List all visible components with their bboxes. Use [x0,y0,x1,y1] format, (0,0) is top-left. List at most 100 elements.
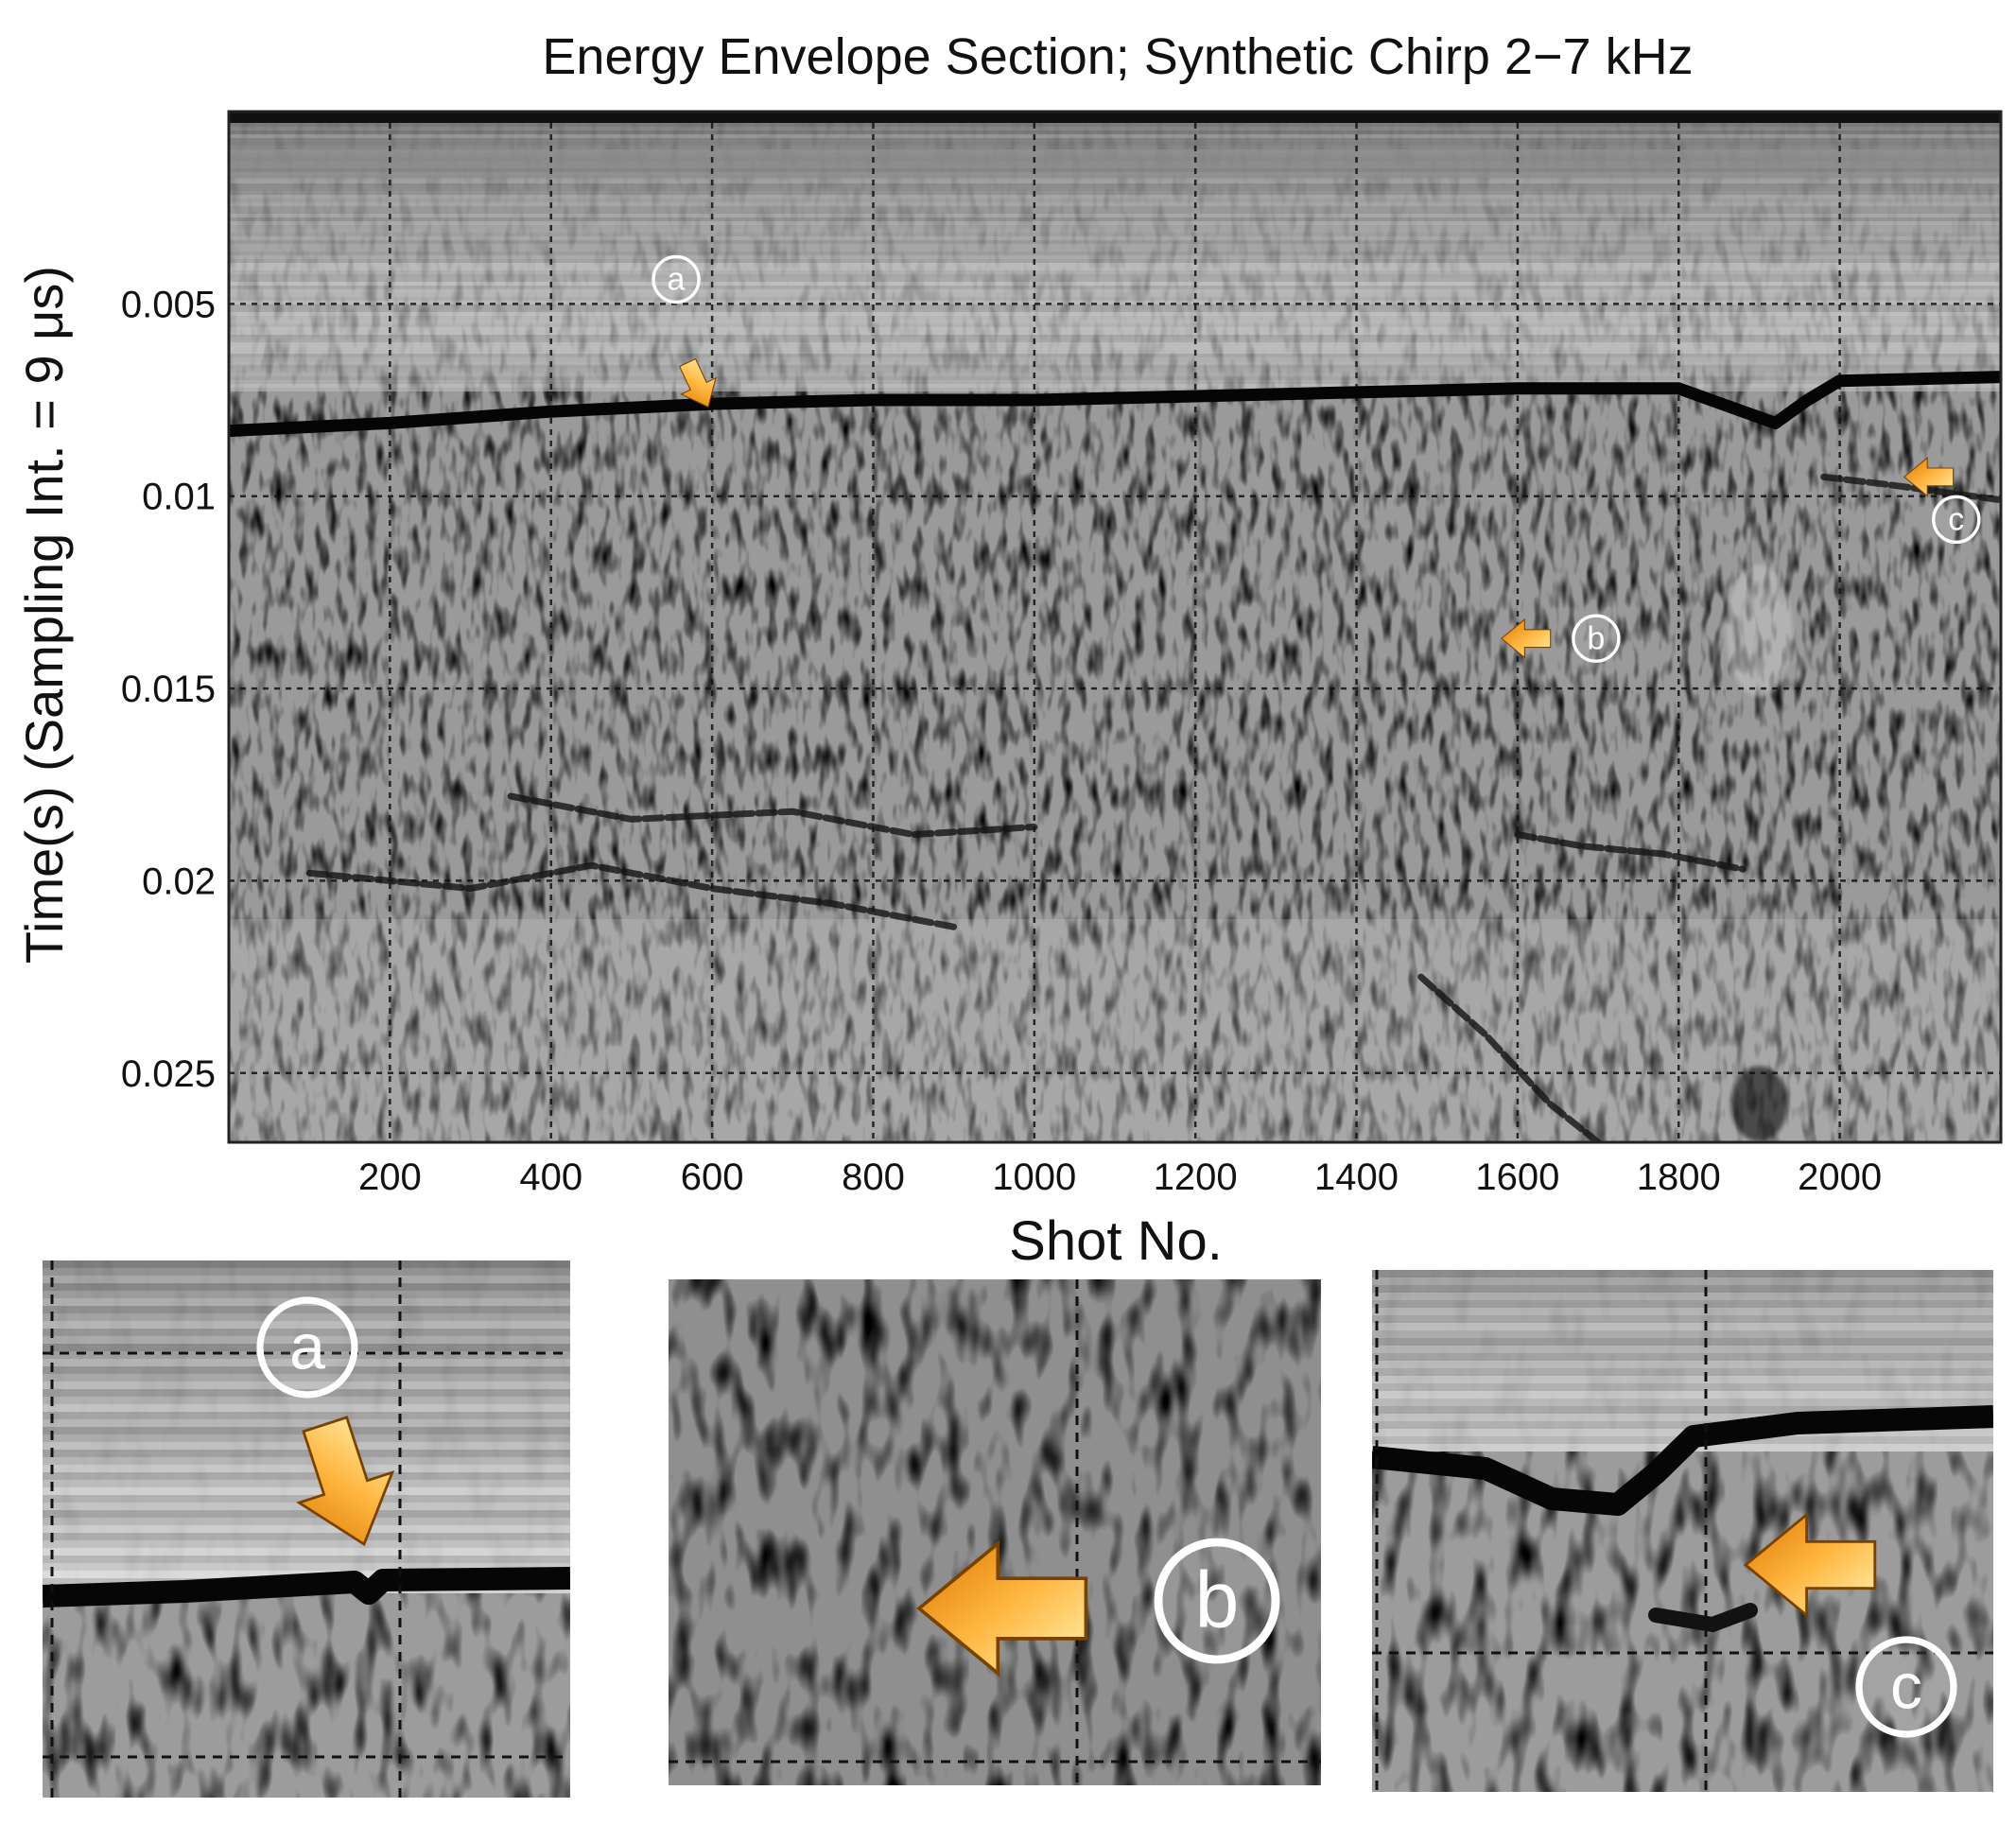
inset-shade [669,1279,1321,1785]
inset-band [1372,1391,1993,1399]
inset-a-reflector [43,1567,570,1608]
inset-band [1372,1278,1993,1285]
inset-band [1372,1285,1993,1293]
water-band [229,138,2001,142]
y-tick-label: 0.005 [121,284,216,325]
water-band [229,240,2001,244]
water-band [229,339,2001,342]
arrow-shape [1501,617,1552,659]
water-band [229,354,2001,357]
water-band [229,316,2001,320]
inset-band [43,1359,570,1366]
label-circle [1572,614,1621,663]
inset-band [1372,1300,1993,1308]
y-tick-label: 0.01 [142,477,216,518]
water-band [229,304,2001,308]
inset-band [43,1351,570,1359]
reflectors [229,371,2001,1142]
inset-a-label: a [256,1296,358,1399]
water-band [229,259,2001,263]
inset-band [43,1397,570,1404]
inset-band [43,1276,570,1283]
upper-band [229,149,2001,178]
y-tick-label: 0.025 [121,1053,216,1095]
inset-band [1372,1346,1993,1353]
water-band [229,199,2001,202]
inset-band [1372,1338,1993,1346]
water-band [229,380,2001,384]
inset-band [43,1412,570,1419]
water-band [229,233,2001,236]
label-circle [1154,1538,1280,1664]
water-band [229,202,2001,206]
inset-band [43,1283,570,1291]
subbottom-reflector [1417,973,1602,1142]
main-plot: a b c 200 400 600 800 1000 1200 1400 1600 1800 2000… [14,110,2003,1272]
inset-b-arrow [916,1539,1088,1677]
y-axis-ticks: 0.005 0.01 0.015 0.02 0.025 [121,284,216,1094]
water-band [229,180,2001,183]
inset-a: a [43,1260,570,1798]
y-axis-label: Time(s) (Sampling Int. = 9 μs) [14,266,74,964]
water-band [229,346,2001,350]
x-tick-label: 1200 [1154,1156,1238,1198]
inset-band [43,1556,570,1563]
label-letter: a [668,262,686,298]
water-band [229,278,2001,282]
plot-frame [227,110,2003,1144]
inset-band [43,1321,570,1329]
water-band [229,297,2001,301]
water-band [229,127,2001,130]
main-label-a: a [652,254,701,304]
inset-c-reflector [1372,1405,1993,1516]
water-band [229,373,2001,376]
water-band [229,134,2001,138]
inset-band [43,1510,570,1518]
inset-c: c [1372,1270,1993,1792]
dark-patch [1730,1066,1788,1142]
inset-band [43,1465,570,1472]
water-band [229,191,2001,195]
water-band [229,187,2001,191]
water-band [229,248,2001,252]
water-band [229,263,2001,267]
water-band [229,289,2001,293]
inset-band [43,1344,570,1351]
inset-band [43,1268,570,1276]
annotations: a b c [652,254,1981,663]
inset-band [43,1472,570,1480]
subbottom-reflector [305,861,958,930]
inset-band [1372,1293,1993,1300]
water-band [229,293,2001,297]
inset-b: b [669,1279,1321,1785]
inset-band [1372,1270,1993,1278]
water-column-bands [229,112,2001,391]
inset-band [1372,1399,1993,1406]
water-band [229,365,2001,369]
inset-band [43,1518,570,1525]
lower-light-zone [229,919,2001,1142]
inset-band [43,1313,570,1321]
inset-b-label: b [1154,1538,1280,1664]
lower-fade [229,565,2001,1142]
arrow-c [1903,457,1955,497]
water-band [229,210,2001,214]
water-band [229,350,2001,354]
water-band [229,255,2001,259]
water-band [229,221,2001,225]
x-tick-label: 200 [358,1156,422,1198]
label-circle [256,1296,358,1399]
label-circle [1855,1636,1957,1738]
x-tick-label: 400 [519,1156,582,1198]
x-tick-label: 1400 [1314,1156,1399,1198]
x-tick-label: 800 [842,1156,905,1198]
water-band [229,183,2001,187]
arrow-shape [296,1416,395,1547]
arrow-shape [1743,1511,1877,1619]
arrow-shape [1903,457,1955,497]
water-band [229,361,2001,365]
inset-band [43,1442,570,1450]
water-band [229,357,2001,361]
